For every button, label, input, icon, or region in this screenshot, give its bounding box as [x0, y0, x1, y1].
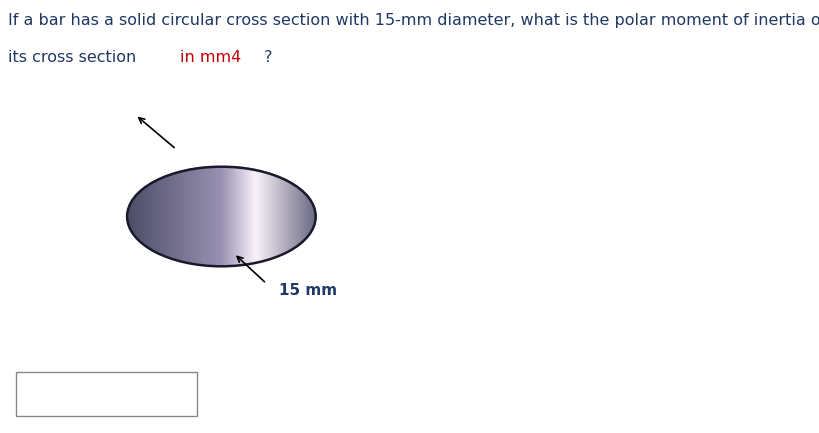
- Text: 15 mm: 15 mm: [278, 283, 337, 297]
- Text: If a bar has a solid circular cross section with 15-mm diameter, what is the pol: If a bar has a solid circular cross sect…: [8, 13, 819, 28]
- Text: its cross section: its cross section: [8, 50, 142, 65]
- FancyBboxPatch shape: [16, 372, 197, 416]
- Text: ?: ?: [259, 50, 273, 65]
- Text: in mm4: in mm4: [180, 50, 242, 65]
